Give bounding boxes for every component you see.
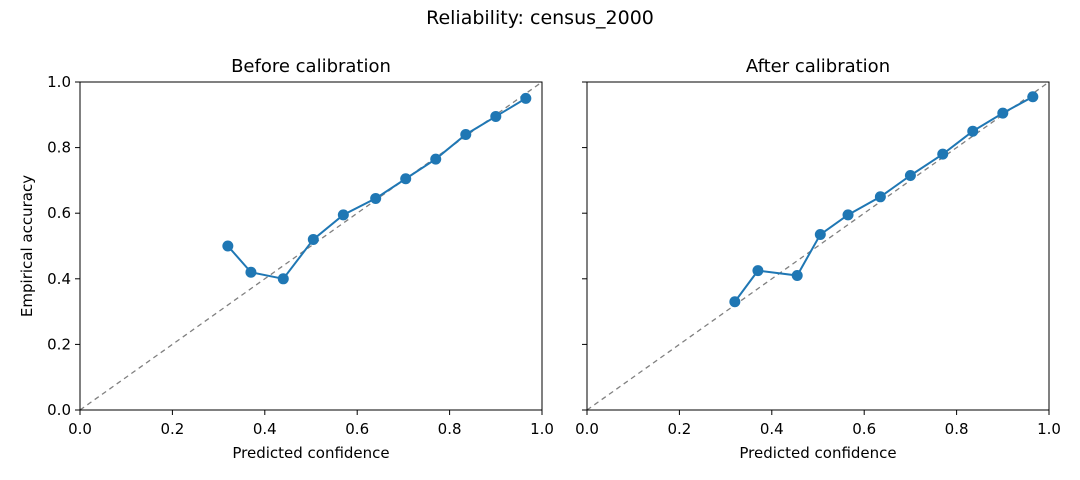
- y-tick-label: 0.2: [47, 335, 71, 353]
- perfect-calibration-line: [586, 81, 1050, 411]
- data-point: [430, 153, 442, 165]
- data-point: [520, 92, 532, 104]
- x-tick-label: 0.0: [575, 420, 599, 438]
- y-tick-label: 0.0: [47, 401, 71, 419]
- data-point: [460, 128, 472, 140]
- data-point: [752, 265, 764, 277]
- data-point: [277, 273, 289, 285]
- data-point: [245, 266, 257, 278]
- data-point: [967, 125, 979, 137]
- series-line: [227, 97, 527, 280]
- data-point: [370, 192, 382, 204]
- data-point: [729, 296, 741, 308]
- x-tick-label: 1.0: [530, 420, 554, 438]
- data-point: [937, 148, 949, 160]
- x-tick-label: 0.6: [345, 420, 369, 438]
- y-tick-label: 0.6: [47, 204, 71, 222]
- x-tick-label: 0.4: [760, 420, 784, 438]
- panel-title: After calibration: [746, 56, 890, 77]
- data-point: [814, 229, 826, 241]
- panel-title: Before calibration: [231, 56, 391, 77]
- x-tick-label: 1.0: [1037, 420, 1061, 438]
- y-tick-label: 1.0: [47, 73, 71, 91]
- x-tick-label: 0.2: [160, 420, 184, 438]
- data-point: [490, 110, 502, 122]
- data-point: [874, 191, 886, 203]
- x-tick-label: 0.2: [667, 420, 691, 438]
- data-point: [1027, 91, 1039, 103]
- x-tick-label: 0.8: [945, 420, 969, 438]
- data-point: [791, 270, 803, 282]
- x-axis-label: Predicted confidence: [232, 444, 389, 462]
- x-axis-label: Predicted confidence: [739, 444, 896, 462]
- data-point: [337, 209, 349, 221]
- data-point: [904, 169, 916, 181]
- y-tick-label: 0.4: [47, 270, 71, 288]
- data-point: [307, 233, 319, 245]
- data-point: [400, 173, 412, 185]
- chart-panel-1: Before calibration 0.0 0.2 0.4 0.6 0.8 1.0 0.0 0…: [18, 56, 554, 462]
- x-tick-label: 0.4: [253, 420, 277, 438]
- data-point: [222, 240, 234, 252]
- x-tick-label: 0.8: [438, 420, 462, 438]
- figure-suptitle: Reliability: census_2000: [426, 7, 654, 29]
- x-tick-label: 0.6: [852, 420, 876, 438]
- x-tick-label: 0.0: [68, 420, 92, 438]
- axes-frame: [79, 81, 543, 411]
- chart-panel-2: After calibration 0.0 0.2 0.4 0.6 0.8 1.0 Predi…: [575, 56, 1061, 462]
- data-point: [842, 209, 854, 221]
- axes-frame: [586, 81, 1050, 411]
- y-axis-label: Empirical accuracy: [18, 175, 36, 317]
- data-point: [997, 107, 1009, 119]
- y-tick-label: 0.8: [47, 139, 71, 157]
